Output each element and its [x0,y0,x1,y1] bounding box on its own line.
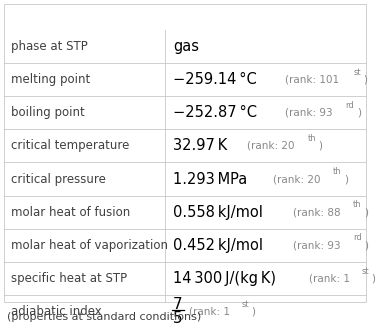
Text: ): ) [319,141,322,151]
Text: st: st [354,68,361,77]
Text: specific heat at STP: specific heat at STP [11,272,127,285]
Text: ): ) [251,306,255,316]
Text: ): ) [371,273,375,283]
Text: (rank: 20: (rank: 20 [273,174,320,184]
Text: ): ) [357,108,361,118]
Text: rd: rd [346,101,354,110]
Text: molar heat of vaporization: molar heat of vaporization [11,239,168,252]
Text: ): ) [363,75,368,85]
Text: 0.558 kJ/mol: 0.558 kJ/mol [173,205,263,219]
Text: th: th [308,134,316,143]
Text: st: st [362,267,369,276]
Text: boiling point: boiling point [11,106,85,119]
Text: ): ) [344,174,348,184]
Text: adiabatic index: adiabatic index [11,305,102,318]
Text: th: th [353,200,362,209]
Text: melting point: melting point [11,73,90,86]
Text: 7: 7 [173,297,183,312]
Text: (properties at standard conditions): (properties at standard conditions) [7,312,201,322]
Text: molar heat of fusion: molar heat of fusion [11,206,130,218]
Text: (rank: 88: (rank: 88 [292,207,340,217]
Text: −259.14 °C: −259.14 °C [173,72,257,87]
Text: th: th [333,167,342,176]
Text: 14 300 J/(kg K): 14 300 J/(kg K) [173,271,276,286]
Text: critical pressure: critical pressure [11,173,106,186]
Text: (rank: 93: (rank: 93 [293,240,340,250]
Text: gas: gas [173,39,199,54]
Text: rd: rd [353,233,362,242]
Text: phase at STP: phase at STP [11,40,88,53]
Text: (rank: 20: (rank: 20 [247,141,295,151]
Text: critical temperature: critical temperature [11,139,129,152]
Text: st: st [241,300,249,309]
Text: 5: 5 [173,310,183,326]
Text: 0.452 kJ/mol: 0.452 kJ/mol [173,238,263,253]
Text: (rank: 1: (rank: 1 [309,273,350,283]
Text: 32.97 K: 32.97 K [173,138,227,153]
Text: ): ) [364,240,369,250]
Text: −252.87 °C: −252.87 °C [173,105,257,120]
Text: 1.293 MPa: 1.293 MPa [173,172,248,187]
Text: (rank: 101: (rank: 101 [285,75,339,85]
Text: ): ) [364,207,368,217]
Bar [4,4,366,302]
Text: (rank: 93: (rank: 93 [285,108,333,118]
Text: (rank: 1: (rank: 1 [189,306,230,316]
